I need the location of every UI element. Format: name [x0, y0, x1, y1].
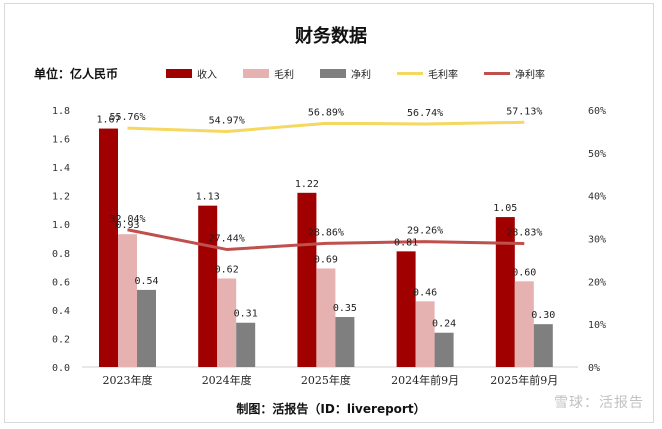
bar: [495, 217, 515, 367]
line-data-label: 32.04%: [109, 214, 145, 225]
bar-data-label: 0.31: [234, 309, 258, 320]
legend-swatch-gross: [243, 69, 269, 78]
y-tick-label: 0.8: [52, 249, 70, 260]
legend-item-net-margin: 净利率: [484, 66, 545, 81]
bar: [297, 192, 317, 367]
legend-swatch-net: [320, 69, 346, 78]
bar-data-label: 1.05: [493, 203, 517, 214]
bar-data-label: 0.35: [333, 303, 357, 314]
bar-data-label: 0.93: [115, 220, 139, 231]
x-tick-label: 2023年度: [103, 373, 153, 387]
y2-tick-label: 50%: [588, 149, 606, 160]
y2-tick-label: 10%: [588, 320, 606, 331]
bar: [217, 278, 237, 367]
bar-data-label: 0.46: [413, 287, 437, 298]
legend-item-gross: 毛利: [243, 66, 294, 81]
bar: [533, 324, 553, 367]
bar-data-label: 0.62: [215, 264, 239, 275]
series-line: [127, 228, 525, 251]
bar: [137, 289, 156, 367]
line-data-label: 56.74%: [407, 108, 443, 119]
y-tick-label: 0.6: [52, 277, 70, 288]
y-tick-label: 1.6: [52, 135, 70, 146]
y2-tick-label: 60%: [588, 106, 606, 117]
chart-title: 财务数据: [295, 26, 367, 47]
x-tick-label: 2025年度: [301, 373, 351, 387]
bar-data-label: 0.60: [512, 267, 536, 278]
bar: [415, 301, 435, 367]
y2-tick-label: 40%: [588, 192, 606, 203]
x-tick-label: 2024年度: [202, 373, 252, 387]
bar: [434, 332, 454, 367]
legend-label-net: 净利: [351, 70, 371, 81]
line-data-label: 28.83%: [506, 228, 542, 239]
bar-data-label: 1.67: [96, 115, 120, 126]
y-tick-label: 1.4: [52, 163, 70, 174]
bar-data-label: 0.69: [314, 254, 338, 265]
y2-tick-label: 20%: [588, 277, 606, 288]
bar-data-label: 0.54: [134, 276, 158, 287]
line-data-label: 57.13%: [506, 106, 542, 117]
line-data-label: 28.86%: [308, 227, 344, 238]
credit-text: 制图：活报告（ID：livereport）: [236, 402, 426, 416]
bar: [99, 128, 118, 367]
bar-data-label: 0.24: [432, 319, 456, 330]
legend-label-gross: 毛利: [274, 70, 294, 81]
y-tick-label: 1.8: [52, 106, 70, 117]
line-data-label: 27.44%: [209, 233, 245, 244]
legend-label-revenue: 收入: [197, 70, 217, 81]
y-tick-label: 0.4: [52, 306, 70, 317]
y-tick-label: 0.0: [52, 363, 70, 374]
legend-label-gross-margin: 毛利率: [428, 70, 458, 81]
legend: 收入 毛利 净利 毛利率 净利率: [166, 66, 571, 81]
x-tick-label: 2024年前9月: [391, 373, 459, 387]
y-tick-label: 0.2: [52, 334, 70, 345]
legend-swatch-net-margin: [484, 72, 510, 75]
y2-tick-label: 30%: [588, 235, 606, 246]
x-tick-label: 2025年前9月: [490, 373, 558, 387]
bar: [198, 205, 218, 367]
watermark: 雪球：活报告: [554, 395, 644, 411]
legend-swatch-gross-margin: [397, 72, 423, 75]
series-line: [127, 120, 525, 134]
y-tick-label: 1.2: [52, 192, 70, 203]
bar: [118, 234, 137, 367]
bar-data-label: 0.81: [394, 237, 418, 248]
line-data-label: 55.76%: [109, 112, 145, 123]
bar: [316, 268, 336, 367]
bar: [514, 281, 534, 367]
bar-data-label: 1.22: [295, 179, 319, 190]
y-tick-label: 1.0: [52, 220, 70, 231]
legend-item-gross-margin: 毛利率: [397, 66, 458, 81]
bar: [236, 322, 256, 367]
legend-item-revenue: 收入: [166, 66, 217, 81]
legend-item-net: 净利: [320, 66, 371, 81]
legend-swatch-revenue: [166, 69, 192, 78]
legend-label-net-margin: 净利率: [515, 70, 545, 81]
bar: [396, 251, 416, 367]
bar-data-label: 0.30: [531, 310, 555, 321]
bar-data-label: 1.13: [196, 192, 220, 203]
line-data-label: 29.26%: [407, 226, 443, 237]
unit-label: 单位：亿人民币: [34, 67, 119, 81]
bar: [335, 317, 355, 367]
line-data-label: 56.89%: [308, 107, 344, 118]
y2-tick-label: 0%: [588, 363, 600, 374]
line-data-label: 54.97%: [209, 116, 245, 127]
